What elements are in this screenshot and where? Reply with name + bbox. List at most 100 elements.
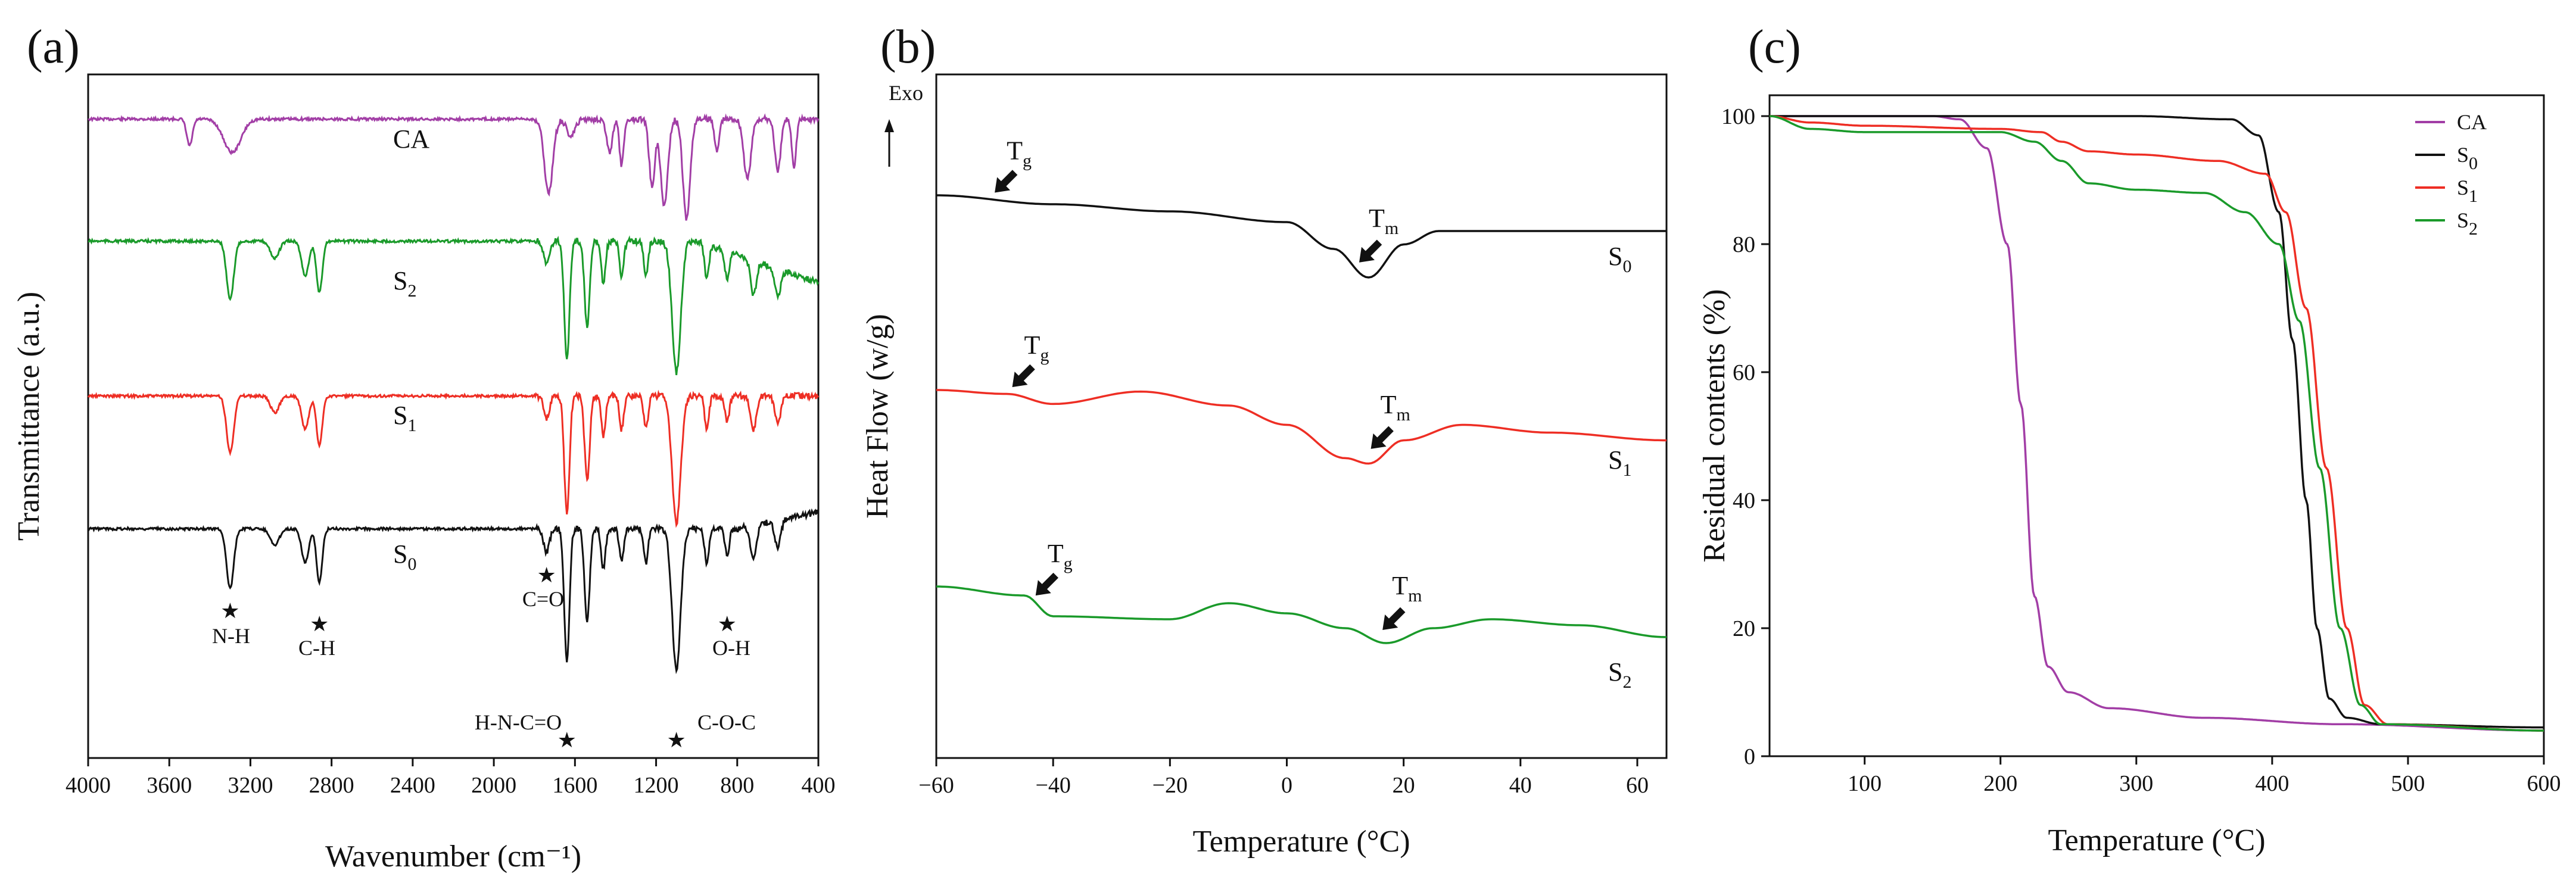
c-x-tick-label: 100 xyxy=(1848,771,1882,796)
panel-c-y-label: Residual contents (%) xyxy=(1697,289,1731,562)
b-tg-arrow-icon-S1 xyxy=(1012,364,1035,388)
a-curve-S1 xyxy=(87,389,820,528)
b-curve-S1 xyxy=(936,389,1667,465)
c-x-tick-label: 600 xyxy=(2527,771,2561,796)
b-curve-label-S0: S0 xyxy=(1608,242,1631,276)
a-star-marker: ★ xyxy=(666,728,686,752)
a-x-tick-label: 800 xyxy=(720,773,754,798)
panel-a-ftir: (a) 4000 3600 3200 2800 2400 2000 1600 1200 800 4… xyxy=(12,21,836,874)
a-x-tick-label: 1200 xyxy=(634,773,679,798)
b-tg-label-S0: Tg xyxy=(1007,136,1032,171)
a-star-marker: ★ xyxy=(718,612,737,636)
exo-label: Exo xyxy=(889,81,923,105)
panel-b-frame xyxy=(935,73,1668,759)
c-legend-label-S2: S2 xyxy=(2457,208,2478,239)
c-legend-label-S1: S1 xyxy=(2457,176,2478,206)
b-tg-arrow-icon-S2 xyxy=(1035,572,1058,596)
b-x-tick-label: 20 xyxy=(1393,773,1415,798)
b-x-tick-label: 0 xyxy=(1281,773,1292,798)
panel-c-frame xyxy=(1768,94,2545,757)
c-y-tick-label: 20 xyxy=(1733,616,1755,641)
a-curve-label-S1: S1 xyxy=(393,401,416,435)
c-y-tick-label: 100 xyxy=(1721,104,1755,129)
panel-c-ticks: 100 200 300 400 500 600 0 20 40 60 80 100 xyxy=(1721,104,2561,796)
b-curve-S0 xyxy=(936,194,1667,279)
a-curve-S0 xyxy=(87,508,819,675)
c-y-tick-label: 40 xyxy=(1733,488,1755,513)
c-curve-S0 xyxy=(1770,115,2544,729)
a-anno-O-H: O-H xyxy=(712,636,750,660)
b-tm-label-S1: Tm xyxy=(1381,390,1410,425)
a-anno-C=O: C=O xyxy=(522,587,564,611)
a-star-marker: ★ xyxy=(220,599,239,623)
b-x-tick-label: 60 xyxy=(1626,773,1649,798)
panel-b-x-label: Temperature (°C) xyxy=(1192,825,1410,859)
b-x-tick-label: −60 xyxy=(918,773,954,798)
c-y-tick-label: 80 xyxy=(1733,232,1755,257)
b-tg-arrow-icon-S0 xyxy=(995,170,1018,193)
a-star-marker: ★ xyxy=(310,612,329,636)
panel-a-x-ticks: 4000 3600 3200 2800 2400 2000 1600 1200 800 400 xyxy=(66,758,836,798)
b-tm-arrow-icon-S1 xyxy=(1370,426,1394,449)
b-tm-label-S0: Tm xyxy=(1369,204,1398,238)
b-tm-arrow-icon-S2 xyxy=(1382,607,1406,630)
c-x-tick-label: 500 xyxy=(2391,771,2425,796)
c-legend-label-CA: CA xyxy=(2457,110,2487,134)
a-curve-label-S2: S2 xyxy=(393,266,416,301)
panel-c-label: (c) xyxy=(1748,21,1801,73)
a-star-marker: ★ xyxy=(537,563,556,587)
c-x-tick-label: 300 xyxy=(2119,771,2153,796)
b-curve-label-S1: S1 xyxy=(1608,445,1631,480)
panel-a-y-label: Transmittance (a.u.) xyxy=(12,292,46,541)
exo-arrow-icon xyxy=(884,119,894,132)
b-x-tick-label: −20 xyxy=(1152,773,1188,798)
c-curve-S2 xyxy=(1769,115,2544,732)
panel-a-label: (a) xyxy=(27,21,80,73)
panel-a-frame xyxy=(87,73,820,759)
panel-a-x-label: Wavenumber (cm⁻¹) xyxy=(325,840,581,874)
a-x-tick-label: 3200 xyxy=(228,773,273,798)
a-anno-C-O-C: C-O-C xyxy=(697,710,756,734)
c-y-tick-label: 60 xyxy=(1733,360,1755,385)
panel-c-curves xyxy=(1769,115,2544,732)
b-tm-label-S2: Tm xyxy=(1392,571,1422,606)
panel-a-curves: CA S2 S1 S0 xyxy=(87,113,820,675)
b-x-tick-label: −40 xyxy=(1035,773,1070,798)
panel-a-annotations: ★N-H ★C-H★C=O★H-N-C=O★C-O-C★O-H xyxy=(212,563,756,752)
c-legend-label-S0: S0 xyxy=(2457,143,2478,173)
a-x-tick-label: 400 xyxy=(802,773,836,798)
a-anno-C-H: C-H xyxy=(298,636,335,660)
a-x-tick-label: 3600 xyxy=(147,773,192,798)
b-curve-S2 xyxy=(936,585,1667,644)
b-tm-arrow-icon-S0 xyxy=(1359,239,1382,263)
a-curve-S2 xyxy=(88,235,820,376)
panel-b-curves: S0 S1 S2 xyxy=(936,194,1667,692)
panel-b-x-ticks: −60 −40 −20 0 20 40 60 xyxy=(918,758,1649,798)
a-curve-label-CA: CA xyxy=(393,124,429,154)
a-x-tick-label: 4000 xyxy=(66,773,111,798)
a-x-tick-label: 1600 xyxy=(552,773,597,798)
a-x-tick-label: 2400 xyxy=(390,773,435,798)
b-curve-label-S2: S2 xyxy=(1608,657,1631,692)
a-anno-N-H: N-H xyxy=(212,624,250,648)
panel-b-label: (b) xyxy=(880,21,936,73)
c-x-tick-label: 400 xyxy=(2255,771,2289,796)
b-tg-label-S1: Tg xyxy=(1024,330,1049,365)
c-curve-S1 xyxy=(1770,115,2544,732)
c-x-tick-label: 200 xyxy=(1983,771,2017,796)
panel-b-dsc: (b) Exo −60 −40 −20 0 20 40 60 S0 S1 S2 Tg Tm Tg Tm… xyxy=(861,21,1668,859)
b-tg-label-S2: Tg xyxy=(1048,539,1073,573)
a-curve-label-S0: S0 xyxy=(393,539,416,574)
c-y-tick-label: 0 xyxy=(1744,744,1755,769)
a-x-tick-label: 2800 xyxy=(309,773,354,798)
a-x-tick-label: 2000 xyxy=(471,773,516,798)
a-star-marker: ★ xyxy=(557,728,577,752)
panel-b-y-label: Heat Flow (w/g) xyxy=(861,314,895,519)
b-x-tick-label: 40 xyxy=(1509,773,1532,798)
panel-b-annotations: Tg Tm Tg Tm Tg Tm xyxy=(995,136,1422,630)
a-curve-CA xyxy=(88,113,820,221)
panel-c-x-label: Temperature (°C) xyxy=(2048,824,2265,857)
